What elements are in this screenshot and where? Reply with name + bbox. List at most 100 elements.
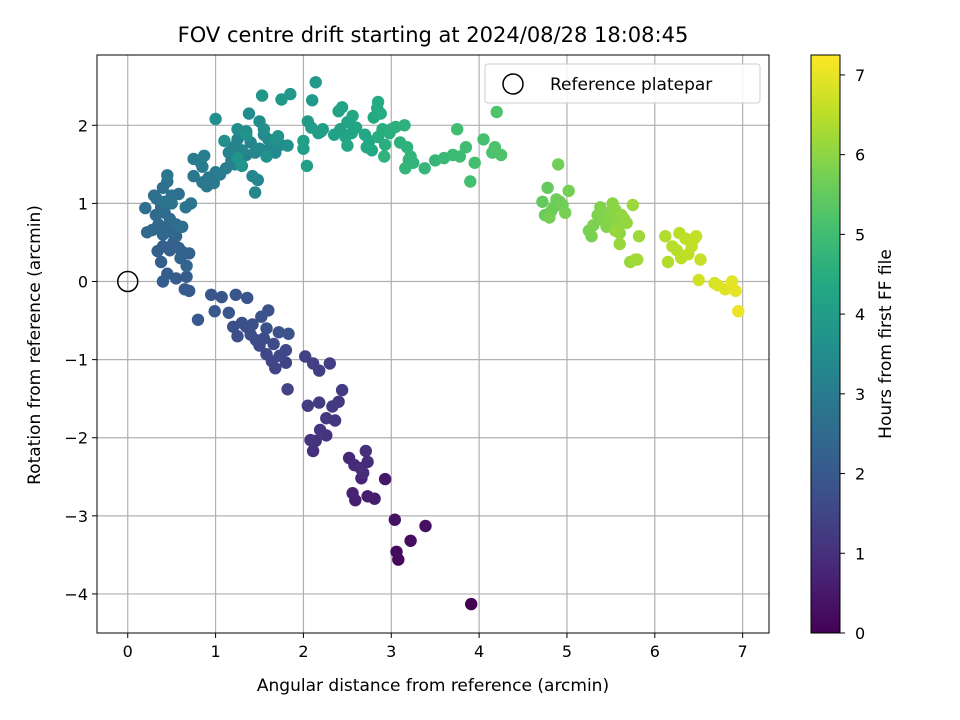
y-tick-label: −3	[64, 507, 88, 526]
data-point	[400, 141, 414, 154]
x-tick-label: 7	[738, 642, 748, 661]
data-point	[297, 142, 310, 155]
data-point	[235, 159, 249, 173]
colorbar-tick-label: 4	[855, 305, 865, 324]
y-axis-ticks: −4 −3 −2 −1 0 1 2	[64, 116, 97, 604]
legend: Reference platepar	[484, 63, 761, 104]
data-point	[320, 412, 333, 425]
data-point	[543, 211, 556, 224]
colorbar-tick-label: 6	[855, 146, 865, 165]
data-point	[260, 150, 273, 163]
colorbar-tick-label: 1	[855, 544, 865, 563]
y-tick-label: 2	[78, 116, 88, 135]
data-point	[180, 270, 193, 283]
data-point	[346, 487, 359, 500]
data-point	[357, 466, 370, 480]
data-point	[257, 123, 271, 136]
data-point	[174, 251, 187, 265]
data-point	[279, 344, 293, 357]
data-point	[184, 197, 198, 210]
data-point	[349, 121, 363, 134]
data-point	[659, 230, 672, 243]
data-point	[260, 348, 273, 361]
data-point	[587, 219, 600, 232]
data-point	[267, 337, 280, 351]
data-point	[313, 396, 326, 409]
data-point	[284, 87, 297, 101]
data-point	[419, 519, 432, 533]
data-point	[729, 284, 742, 298]
data-points	[139, 76, 745, 611]
legend-entry-reference-platepar: Reference platepar	[550, 75, 712, 95]
data-point	[468, 156, 481, 169]
data-point	[246, 169, 259, 183]
data-point	[388, 513, 401, 526]
data-point	[341, 139, 354, 152]
data-point	[326, 400, 339, 413]
data-point	[465, 597, 478, 611]
data-point	[156, 228, 170, 241]
data-point	[205, 288, 218, 301]
data-point	[248, 186, 262, 199]
data-point	[378, 472, 392, 486]
data-point	[629, 253, 642, 266]
colorbar-tick-label: 0	[855, 624, 865, 643]
data-point	[692, 273, 705, 287]
data-point	[732, 305, 745, 318]
data-point	[306, 94, 319, 107]
x-tick-label: 1	[210, 642, 220, 661]
data-point	[346, 109, 359, 123]
data-point	[154, 255, 168, 269]
colorbar-tick-label: 3	[855, 385, 865, 404]
x-axis-ticks: 0 1 2 3 4 5 6 7	[123, 633, 748, 661]
data-point	[725, 275, 739, 288]
data-point	[626, 198, 639, 212]
data-point	[451, 123, 464, 136]
data-point	[300, 159, 314, 173]
data-point	[215, 290, 228, 304]
data-point	[242, 107, 256, 120]
data-point	[282, 327, 295, 340]
y-tick-label: 1	[78, 194, 88, 213]
data-point	[359, 444, 372, 458]
colorbar-tick-label: 2	[855, 465, 865, 484]
plot-frame	[96, 54, 770, 634]
data-point	[139, 201, 152, 215]
data-point	[378, 138, 392, 151]
x-tick-label: 2	[298, 642, 308, 661]
data-point	[255, 89, 269, 102]
data-point	[281, 383, 294, 396]
data-point	[316, 123, 329, 136]
data-point	[404, 534, 417, 547]
data-point	[281, 139, 294, 152]
data-point	[271, 130, 285, 143]
data-point	[299, 350, 312, 363]
data-point	[158, 195, 171, 208]
colorbar-label: Hours from first FF file	[876, 249, 896, 439]
data-point	[552, 158, 565, 171]
data-point	[689, 230, 703, 243]
data-point	[218, 134, 231, 148]
data-point	[620, 216, 633, 230]
data-point	[661, 255, 675, 269]
y-tick-label: 0	[78, 273, 88, 292]
y-tick-label: −1	[64, 351, 88, 370]
data-point	[178, 283, 191, 296]
data-point	[490, 105, 503, 119]
data-point	[632, 230, 646, 243]
data-point	[187, 169, 200, 183]
data-point	[161, 267, 174, 280]
data-point	[453, 150, 466, 163]
y-tick-label: −2	[64, 429, 88, 448]
colorbar-tick-label: 5	[855, 225, 865, 244]
data-point	[301, 399, 314, 412]
data-point	[172, 187, 185, 201]
data-point	[361, 490, 374, 503]
data-point	[222, 306, 235, 319]
colorbar	[810, 54, 841, 634]
data-point	[309, 76, 322, 89]
data-point	[464, 175, 477, 188]
data-point	[231, 330, 244, 343]
data-point	[147, 189, 161, 202]
